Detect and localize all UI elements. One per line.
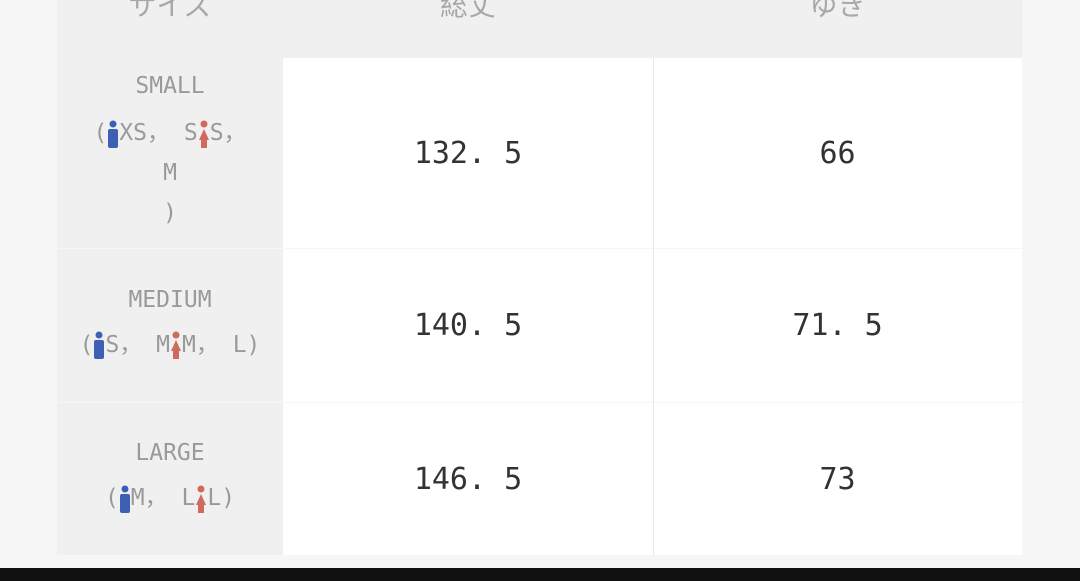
size-fit: ( S， M M， L) <box>70 325 270 365</box>
men-icon <box>94 331 105 359</box>
header-text: 総丈 <box>439 0 496 22</box>
sleeve-cell: 73 <box>653 403 1022 555</box>
length-cell: 132. 5 <box>283 58 653 248</box>
sleeve-value: 66 <box>819 135 856 171</box>
women-sizes: M， L <box>182 331 247 358</box>
paren: ( <box>79 331 94 358</box>
sleeve-value: 73 <box>819 461 856 497</box>
column-divider <box>653 58 654 555</box>
sleeve-cell: 66 <box>653 58 1022 248</box>
length-value: 140. 5 <box>413 308 523 343</box>
men-icon <box>108 120 119 148</box>
paren: ) <box>163 200 177 226</box>
size-fit: ( M， L L) <box>85 478 255 518</box>
length-cell: 146. 5 <box>283 403 653 555</box>
size-name: MEDIUM <box>128 286 212 313</box>
header-cell: 総丈 <box>283 0 653 58</box>
size-label-cell: SMALL ( XS， S S， M) <box>57 58 283 248</box>
sleeve-cell: 71. 5 <box>653 249 1022 402</box>
size-label-cell: MEDIUM ( S， M M， L) <box>57 249 283 402</box>
paren: ( <box>104 485 119 511</box>
paren: ) <box>221 485 236 511</box>
size-name: LARGE <box>135 440 205 466</box>
men-sizes: S， M <box>105 331 170 358</box>
men-icon <box>119 485 130 513</box>
header-cell: サイズ <box>57 0 283 58</box>
men-sizes: M， L <box>130 485 196 511</box>
paren: ( <box>93 120 108 146</box>
paren: ) <box>246 331 261 358</box>
women-icon <box>171 331 181 359</box>
length-value: 146. 5 <box>413 461 523 497</box>
women-icon <box>196 485 207 513</box>
women-icon <box>198 120 209 148</box>
men-sizes: XS， S <box>119 120 198 146</box>
length-cell: 140. 5 <box>283 249 653 402</box>
header-text: サイズ <box>128 0 212 22</box>
women-sizes: L <box>207 485 222 511</box>
women-sizes: S， M <box>163 120 247 186</box>
header-cell: ゆき <box>653 0 1022 58</box>
sleeve-value: 71. 5 <box>792 308 883 343</box>
size-fit: ( XS， S S， M) <box>85 113 255 233</box>
size-label-cell: LARGE ( M， L L) <box>57 403 283 555</box>
bottom-bar <box>0 568 1080 581</box>
size-name: SMALL <box>135 73 205 99</box>
length-value: 132. 5 <box>413 135 523 171</box>
header-text: ゆき <box>809 0 866 22</box>
